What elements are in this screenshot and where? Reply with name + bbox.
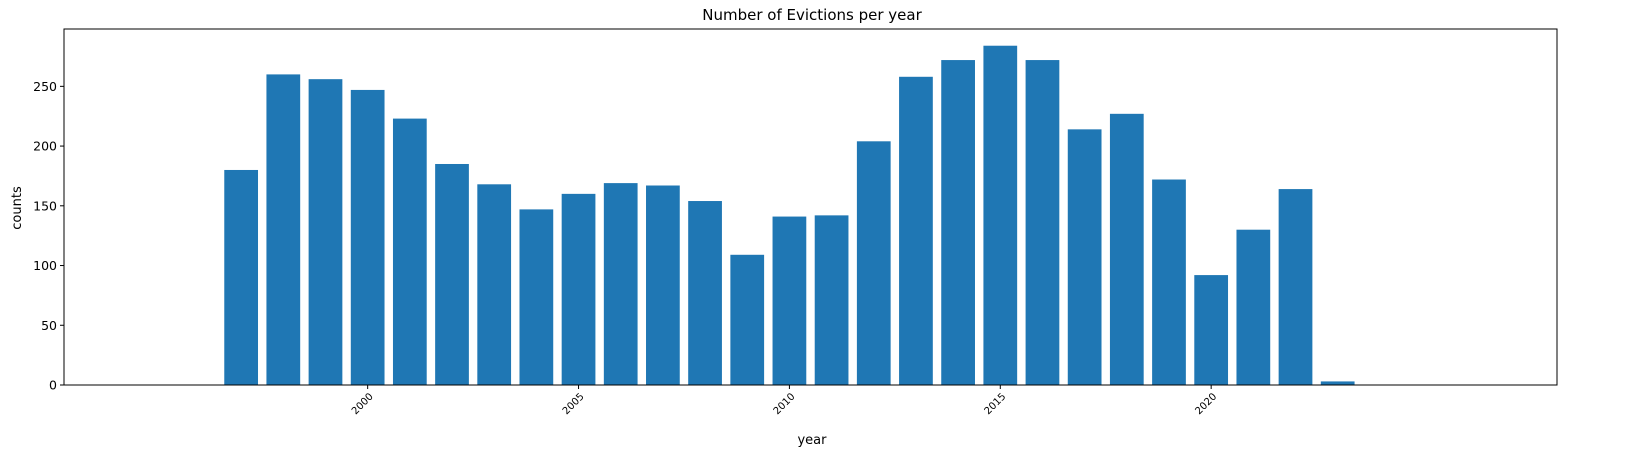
bars-layer [224,45,1355,386]
bar-2008 [688,201,722,385]
bar-2020 [1194,275,1229,385]
plot-frame [63,28,1558,386]
y-tick-label-100: 100 [33,258,57,273]
chart-title: Number of Evictions per year [702,6,922,24]
y-tick-label-250: 250 [33,79,57,94]
bar-2021 [1236,229,1271,385]
y-tick-label-150: 150 [33,198,57,213]
y-axis-ticks: 0 50 100 150 200 250 [33,79,64,393]
bar-2017 [1067,129,1102,385]
bar-2009 [730,254,765,385]
x-tick-label-2005: 2005 [561,391,587,417]
x-tick-label-2010: 2010 [772,391,798,417]
x-axis-label: year [797,433,827,448]
bar-2005 [561,193,596,385]
bar-2022 [1278,189,1313,385]
x-tick-label-2000: 2000 [350,391,376,417]
bar-2018 [1109,113,1144,385]
bar-2000 [350,89,385,386]
bar-2013 [899,76,933,385]
bar-1999 [308,79,343,386]
x-tick-label-2020: 2020 [1194,391,1220,417]
x-tick-label-2015: 2015 [983,391,1009,417]
bar-2007 [646,185,680,385]
x-axis-ticks: 2000 2005 2010 2015 2020 [350,385,1219,417]
bar-2001 [392,118,427,385]
y-axis-label: counts [10,186,25,230]
bar-2019 [1152,179,1186,385]
bar-2002 [435,163,469,385]
y-tick-label-0: 0 [49,378,57,393]
bar-2012 [856,141,891,385]
bar-2011 [814,215,849,385]
bar-2004 [519,209,554,385]
bar-1997 [224,169,259,385]
bar-2014 [941,60,975,386]
bar-2015 [983,45,1018,385]
bar-2003 [477,184,512,385]
bar-1998 [266,74,301,386]
bar-2006 [603,183,638,385]
bar-2010 [772,216,807,385]
y-tick-label-200: 200 [33,139,57,154]
bar-2023 [1320,381,1355,385]
y-tick-label-50: 50 [41,318,57,333]
bar-2016 [1025,60,1060,386]
